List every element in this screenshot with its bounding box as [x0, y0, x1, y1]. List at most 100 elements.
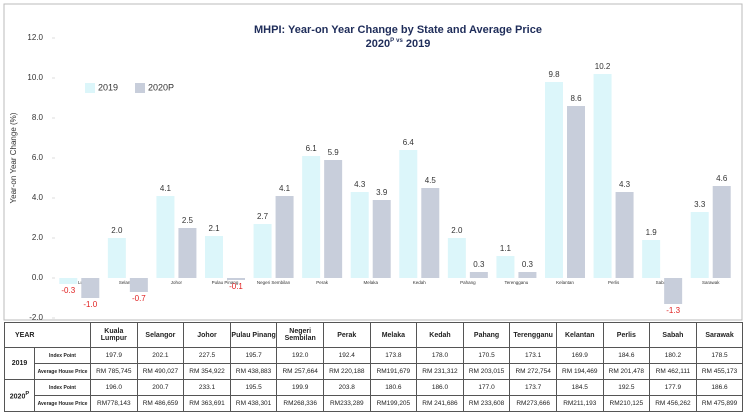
x-tick-label: Kedah: [413, 280, 427, 285]
year-cell: 2019: [4, 347, 35, 380]
chart-frame: [3, 3, 743, 321]
table-cell: 202.1: [136, 347, 185, 364]
value-label: -0.3: [61, 286, 75, 295]
value-label: 3.3: [694, 200, 706, 209]
table-cell: RM 438,301: [229, 395, 278, 412]
table-cell: RM273,666: [509, 395, 557, 412]
table-cell: 192.4: [322, 347, 371, 364]
value-label: -0.7: [132, 294, 146, 303]
bar: [156, 196, 175, 278]
value-label: 0.3: [522, 260, 534, 269]
table-cell: 203.8: [322, 379, 371, 396]
value-label: 4.5: [425, 176, 437, 185]
value-label: 2.0: [111, 226, 123, 235]
table-cell: 180.2: [649, 347, 697, 364]
table-cell: RM 257,664: [276, 363, 324, 380]
value-label: 4.1: [279, 184, 291, 193]
header-cell: Pulau Pinang: [229, 322, 278, 348]
header-cell: Pahang: [462, 322, 511, 348]
table-cell: 233.1: [183, 379, 231, 396]
x-tick-label: Sarawak: [702, 280, 720, 285]
table-cell: RM211,193: [555, 395, 604, 412]
table-cell: 192.0: [276, 347, 324, 364]
table-cell: 196.0: [90, 379, 138, 396]
table-cell: RM 490,027: [136, 363, 185, 380]
header-cell: Kuala Lumpur: [90, 322, 138, 348]
header-cell: YEAR: [3, 322, 92, 348]
table-cell: 177.0: [462, 379, 511, 396]
table-cell: RM778,143: [90, 395, 138, 412]
table-cell: RM210,125: [602, 395, 651, 412]
table-cell: RM 201,478: [602, 363, 651, 380]
y-tick-label: 4.0: [32, 193, 44, 202]
table-row: 2019 Index Point 197.9 202.1 227.5 195.7 192.0…: [4, 347, 744, 380]
value-label: 4.3: [354, 180, 366, 189]
header-cell: Terengganu: [509, 322, 557, 348]
value-label: 4.1: [160, 184, 172, 193]
table-cell: RM 241,686: [416, 395, 464, 412]
value-label: 5.9: [328, 148, 340, 157]
bar: [447, 238, 466, 278]
header-cell: Perlis: [602, 322, 651, 348]
value-label: 3.9: [376, 188, 388, 197]
data-table: YEAR Kuala Lumpur Selangor Johor Pulau Pinan…: [3, 322, 744, 412]
bar: [59, 278, 78, 284]
value-label: 2.1: [208, 224, 220, 233]
bar: [205, 236, 223, 278]
table-cell: RM 363,691: [183, 395, 231, 412]
bar: [421, 188, 440, 278]
header-cell: Melaka: [369, 322, 418, 348]
subtitle-part: 2020: [366, 38, 390, 50]
year: 2020: [9, 393, 26, 401]
value-label: 2.5: [182, 216, 194, 225]
table-cell: RM 354,922: [183, 363, 231, 380]
bar: [496, 256, 515, 278]
x-tick-label: Sabah: [656, 280, 670, 285]
bar: [469, 272, 488, 278]
y-tick-label: 0.0: [32, 273, 44, 282]
subtitle-part: 2019: [406, 38, 430, 50]
legend-swatch: [85, 83, 95, 93]
table-cell: RM 233,608: [462, 395, 511, 412]
bar: [518, 272, 537, 278]
legend-label: 2020P: [148, 82, 174, 92]
bar: [664, 278, 683, 304]
table-cell: 173.8: [369, 347, 418, 364]
table-cell: 178.5: [695, 347, 744, 364]
bar: [712, 186, 731, 278]
table-cell: 192.5: [602, 379, 651, 396]
value-label: 0.3: [473, 260, 485, 269]
bar: [350, 192, 369, 278]
table-cell: RM 462,111: [649, 363, 697, 380]
table-cell: 178.0: [416, 347, 464, 364]
table-cell: 173.7: [509, 379, 557, 396]
header-cell: Sabah: [649, 322, 697, 348]
y-tick-label: 2.0: [32, 233, 44, 242]
year-sup: P: [25, 390, 30, 397]
bar: [253, 224, 272, 278]
legend-label: 2019: [98, 82, 118, 92]
table-cell: RM 220,188: [322, 363, 371, 380]
table-cell: 177.9: [649, 379, 697, 396]
y-tick-label: 12.0: [27, 33, 43, 42]
value-label: 6.1: [306, 144, 318, 153]
x-tick-label: Perak: [316, 280, 329, 285]
header-cell: Negeri Sembilan: [276, 322, 324, 348]
table-cell: 195.5: [229, 379, 278, 396]
table-row: Average House Price RM778,143 RM 486,659 RM…: [5, 395, 744, 412]
header-cell: Selangor: [136, 322, 185, 348]
chart: MHPI: Year-on Year Change by State and A…: [3, 3, 743, 322]
x-tick-label: Pahang: [460, 280, 476, 285]
y-tick-label: 8.0: [32, 113, 44, 122]
table-header: YEAR Kuala Lumpur Selangor Johor Pulau Pinan…: [3, 322, 744, 348]
bar: [690, 212, 709, 278]
value-label: 4.6: [716, 174, 728, 183]
bar: [615, 192, 634, 278]
value-label: 8.6: [570, 94, 582, 103]
table-cell: RM 203,015: [462, 363, 511, 380]
header-cell: Kelantan: [555, 322, 604, 348]
bar: [81, 278, 100, 298]
table-cell: 195.7: [229, 347, 278, 364]
table-cell: 169.9: [555, 347, 604, 364]
value-label: -1.0: [83, 300, 97, 309]
